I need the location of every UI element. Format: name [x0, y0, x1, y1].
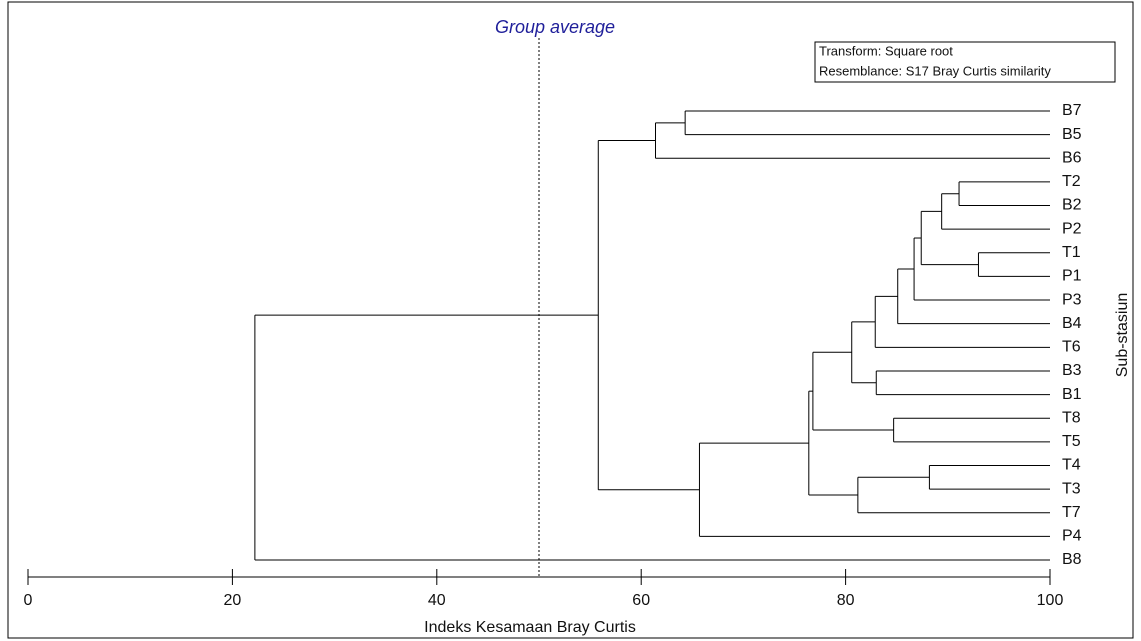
y-axis-label: Sub-stasiun [1114, 293, 1131, 378]
leaf-label: T1 [1062, 244, 1081, 261]
leaf-label: B8 [1062, 551, 1082, 568]
leaf-label: T8 [1062, 409, 1081, 426]
leaf-label: B5 [1062, 126, 1082, 143]
x-tick-label: 20 [224, 592, 242, 609]
annotation: Resemblance: S17 Bray Curtis similarity [819, 63, 1051, 78]
leaf-label: T4 [1062, 457, 1081, 474]
chart-title: Group average [495, 17, 615, 37]
frame [7, 1, 1134, 639]
x-tick-label: 100 [1037, 592, 1064, 609]
x-axis-label: Indeks Kesamaan Bray Curtis [424, 619, 636, 636]
x-tick-label: 0 [24, 592, 33, 609]
leaf-label: P3 [1062, 291, 1082, 308]
leaf-label: B4 [1062, 315, 1082, 332]
leaf-label: B7 [1062, 102, 1082, 119]
x-tick-label: 40 [428, 592, 446, 609]
x-tick-label: 80 [837, 592, 855, 609]
leaf-label: T7 [1062, 504, 1081, 521]
legend-box [814, 41, 1116, 83]
leaf-label: T6 [1062, 339, 1081, 356]
leaf-label: B2 [1062, 197, 1082, 214]
x-tick-label: 60 [632, 592, 650, 609]
leaf-label: B1 [1062, 386, 1082, 403]
leaf-label: P1 [1062, 268, 1082, 285]
leaf-label: T2 [1062, 173, 1081, 190]
leaf-label: P2 [1062, 220, 1082, 237]
leaf-label: P4 [1062, 528, 1082, 545]
leaf-label: B6 [1062, 149, 1082, 166]
annotation: Transform: Square root [819, 43, 953, 58]
leaf-label: T5 [1062, 433, 1081, 450]
leaf-label: T3 [1062, 480, 1081, 497]
leaf-label: B3 [1062, 362, 1082, 379]
